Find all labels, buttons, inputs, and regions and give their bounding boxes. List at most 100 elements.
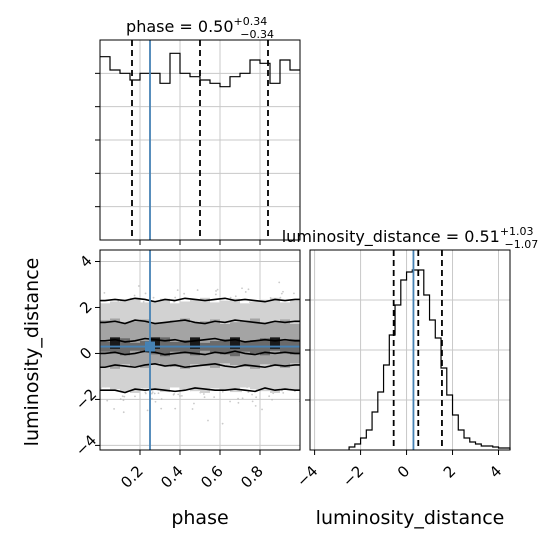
x-tick-label: 0.6 <box>197 462 227 492</box>
x-tick-label: 4 <box>486 462 505 481</box>
x-axis-label-phase: phase <box>171 507 228 529</box>
contour-line <box>100 387 300 394</box>
scatter-point <box>157 392 160 395</box>
scatter-point <box>271 398 273 401</box>
scatter-point <box>152 296 155 299</box>
scatter-point <box>103 291 106 294</box>
scatter-point <box>113 408 115 410</box>
scatter-point <box>123 395 126 398</box>
scatter-point <box>177 393 180 396</box>
scatter-point <box>122 411 125 414</box>
scatter-point <box>134 395 136 398</box>
scatter-point <box>229 296 232 299</box>
scatter-point <box>122 399 125 402</box>
scatter-point <box>241 287 243 290</box>
distance-histogram-panel: −4 −2 0 2 4 <box>293 249 511 490</box>
scatter-point <box>144 391 147 394</box>
x-tick-label: 0.8 <box>237 462 267 492</box>
scatter-point <box>196 289 199 291</box>
scatter-point <box>280 292 283 295</box>
scatter-point <box>237 397 239 400</box>
phase-title: phase = 0.50+0.34 −0.34 <box>126 15 274 41</box>
x-tick-label: 0 <box>394 462 413 481</box>
scatter-point <box>241 397 244 400</box>
phase-histogram-frame <box>99 39 301 241</box>
scatter-point <box>234 295 237 298</box>
y-tick-label: −2 <box>72 385 100 413</box>
x-tick-label: −2 <box>339 462 367 490</box>
scatter-point <box>282 290 284 293</box>
scatter-point <box>146 409 149 412</box>
scatter-point <box>203 396 206 399</box>
scatter-point <box>119 398 122 400</box>
scatter-point <box>237 401 240 404</box>
density-core-cell <box>190 337 200 349</box>
y-tick-label: −4 <box>72 431 100 459</box>
density-core-cell <box>270 337 280 349</box>
scatter-point <box>183 292 186 295</box>
joint-frame <box>99 249 301 451</box>
contour-line <box>100 337 300 343</box>
scatter-point <box>151 391 154 394</box>
scatter-point <box>229 400 231 403</box>
scatter-point <box>207 419 209 422</box>
joint-content <box>100 250 300 450</box>
scatter-point <box>191 408 194 410</box>
scatter-point <box>151 392 153 395</box>
scatter-point <box>216 288 219 291</box>
scatter-point <box>215 290 217 292</box>
y-tick-label: 2 <box>76 298 95 317</box>
scatter-point <box>202 393 205 395</box>
contour-line <box>100 362 300 369</box>
scatter-point <box>221 390 224 393</box>
phase-histogram-panel <box>95 39 301 245</box>
density-core-cell <box>230 337 240 349</box>
distance-histogram-step <box>348 269 511 450</box>
scatter-point <box>251 393 253 396</box>
scatter-point <box>247 288 250 291</box>
scatter-point <box>282 391 285 394</box>
scatter-point <box>160 398 163 400</box>
scatter-point <box>160 407 163 410</box>
scatter-point <box>154 400 157 403</box>
scatter-point <box>268 395 271 398</box>
scatter-point <box>214 293 217 296</box>
y-tick-label: 4 <box>76 252 95 271</box>
scatter-point <box>213 396 216 398</box>
scatter-point <box>137 285 140 287</box>
scatter-point <box>144 292 147 295</box>
scatter-point <box>293 292 295 295</box>
scatter-point <box>174 296 177 299</box>
scatter-point <box>142 300 145 303</box>
scatter-point <box>153 392 156 395</box>
scatter-point <box>172 393 175 396</box>
contour-line <box>100 319 300 325</box>
x-axis-label-distance: luminosity_distance <box>316 507 505 529</box>
scatter-point <box>179 395 181 397</box>
scatter-point <box>244 291 247 293</box>
x-tick-label: 2 <box>440 462 459 481</box>
scatter-point <box>121 395 124 398</box>
scatter-point <box>176 289 179 292</box>
contour-line <box>100 350 300 356</box>
scatter-point <box>247 391 250 394</box>
contour-line <box>100 297 300 303</box>
x-tick-label: 0.2 <box>117 462 147 492</box>
truth-marker <box>145 341 155 352</box>
y-tick-label: 0 <box>76 344 95 363</box>
scatter-point <box>261 408 263 411</box>
scatter-point <box>193 402 195 405</box>
luminosity-distance-title: luminosity_distance = 0.51+1.03 −1.07 <box>282 225 539 251</box>
scatter-point <box>240 390 242 393</box>
y-axis-label-distance: luminosity_distance <box>21 258 43 447</box>
scatter-point <box>278 281 281 284</box>
scatter-point <box>133 294 136 297</box>
scatter-point <box>221 422 224 425</box>
phase-distance-joint-panel: 0.2 0.4 0.6 0.8 −4 −2 0 2 4 <box>72 249 301 492</box>
scatter-point <box>255 396 258 399</box>
scatter-point <box>251 400 254 403</box>
scatter-point <box>151 397 153 400</box>
scatter-point <box>106 399 109 402</box>
x-tick-label: −4 <box>293 462 321 490</box>
